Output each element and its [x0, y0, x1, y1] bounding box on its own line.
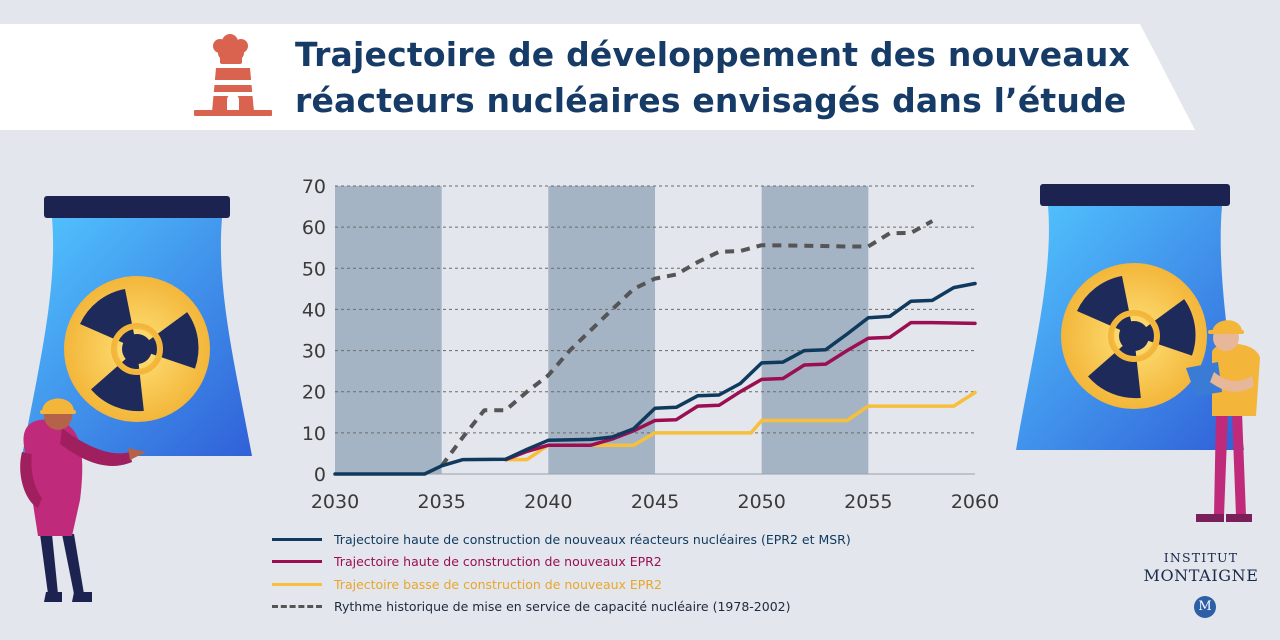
- radiation-icon: [64, 276, 210, 422]
- legend-swatch: [272, 582, 322, 586]
- x-tick-label: 2030: [311, 491, 359, 513]
- institut-montaigne-logo: INSTITUT MONTAIGNE: [1138, 550, 1264, 585]
- series-line-1: [503, 320, 977, 462]
- y-tick-label: 20: [302, 382, 326, 404]
- y-tick-label: 0: [314, 464, 326, 486]
- shaded-band-1: [548, 186, 655, 474]
- x-tick-label: 2035: [417, 491, 465, 513]
- legend-label: Rythme historique de mise en service de …: [334, 599, 791, 615]
- y-tick-label: 30: [302, 341, 326, 363]
- chart-legend: Trajectoire haute de construction de nou…: [272, 528, 851, 618]
- legend-swatch: [272, 605, 322, 609]
- y-tick-label: 40: [302, 299, 326, 321]
- worker-figure: [20, 398, 146, 602]
- right-illustration: [1016, 184, 1260, 522]
- brand-line-2: MONTAIGNE: [1143, 566, 1259, 585]
- legend-swatch: [272, 537, 322, 541]
- legend-label: Trajectoire basse de construction de nou…: [334, 576, 662, 592]
- series-line-2: [503, 390, 977, 462]
- page-title: Trajectoire de développement des nouveau…: [295, 32, 1155, 124]
- legend-item: Trajectoire haute de construction de nou…: [272, 551, 851, 574]
- x-tick-label: 2055: [844, 491, 892, 513]
- brand-line-1: INSTITUT: [1163, 550, 1239, 565]
- title-line-1: Trajectoire de développement des nouveau…: [295, 35, 1131, 74]
- legend-label: Trajectoire haute de construction de nou…: [334, 554, 662, 570]
- tower-cap: [44, 196, 230, 218]
- legend-item: Trajectoire haute de construction de nou…: [272, 528, 851, 551]
- radiation-icon: [1061, 263, 1207, 409]
- shaded-band-0: [335, 186, 442, 474]
- title-line-2: réacteurs nucléaires envisagés dans l’ét…: [295, 81, 1127, 120]
- series-line-0: [333, 281, 977, 476]
- series-line-3: [440, 219, 934, 467]
- left-illustration: [20, 196, 252, 602]
- y-tick-label: 60: [302, 217, 326, 239]
- legend-label: Trajectoire haute de construction de nou…: [334, 531, 851, 547]
- brand-badge: M: [1194, 596, 1216, 618]
- y-tick-label: 10: [302, 423, 326, 445]
- nuclear-plant-icon: [194, 34, 272, 116]
- x-tick-label: 2050: [737, 491, 785, 513]
- legend-item: Trajectoire basse de construction de nou…: [272, 573, 851, 596]
- x-tick-label: 2060: [951, 491, 999, 513]
- legend-swatch: [272, 560, 322, 564]
- legend-item: Rythme historique de mise en service de …: [272, 596, 851, 619]
- x-tick-label: 2040: [524, 491, 572, 513]
- y-tick-label: 50: [302, 258, 326, 280]
- worker-figure: [1186, 320, 1260, 522]
- y-tick-label: 70: [302, 176, 326, 198]
- x-tick-label: 2045: [631, 491, 679, 513]
- tower-cap: [1040, 184, 1230, 206]
